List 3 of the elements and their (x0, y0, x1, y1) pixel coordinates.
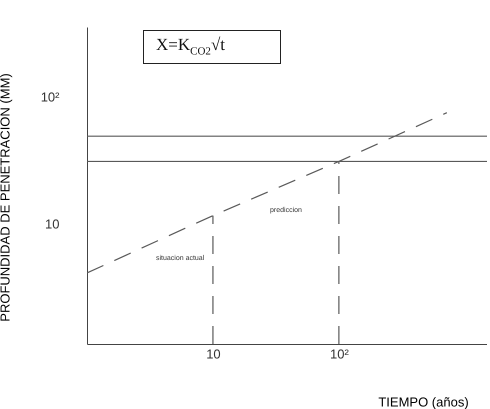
y-axis-title: PROFUNDIDAD DE PENETRACION (MM) (0, 73, 12, 322)
annotation: X=K$_{CO2}$√t (143, 30, 281, 64)
x-axis-title: TIEMPO (años) (378, 394, 469, 409)
